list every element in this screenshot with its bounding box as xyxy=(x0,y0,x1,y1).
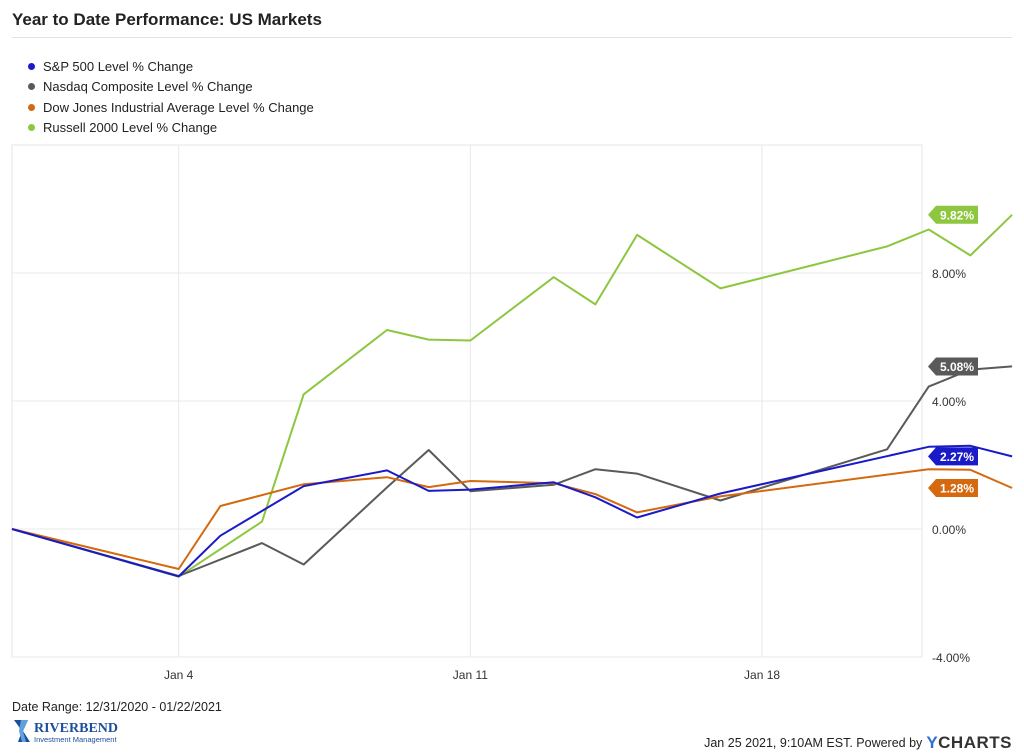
legend-swatch xyxy=(28,83,35,91)
series-line xyxy=(11,365,1013,577)
series-line xyxy=(11,214,1013,578)
logo-main-text: RIVERBEND xyxy=(34,721,118,736)
end-value-label: 1.28% xyxy=(928,479,978,498)
legend-swatch xyxy=(28,124,35,132)
end-value-text: 2.27% xyxy=(940,450,974,464)
y-tick-label: 8.00% xyxy=(932,267,966,281)
legend-item[interactable]: Russell 2000 Level % Change xyxy=(28,118,314,139)
y-tick-label: 0.00% xyxy=(932,523,966,537)
timestamp: Jan 25 2021, 9:10AM EST. Powered by xyxy=(704,736,923,750)
end-value-label: 2.27% xyxy=(928,447,978,466)
legend-label: Russell 2000 Level % Change xyxy=(43,120,218,136)
x-tick-label: Jan 4 xyxy=(164,668,194,682)
end-value-label: 5.08% xyxy=(928,357,978,376)
legend-label: S&P 500 Level % Change xyxy=(43,58,194,74)
riverbend-logo: RIVERBEND Investment Management xyxy=(14,720,118,744)
series-line xyxy=(11,468,1013,570)
x-tick-label: Jan 11 xyxy=(453,668,488,682)
footer-attribution: Jan 25 2021, 9:10AM EST. Powered by YCHA… xyxy=(704,733,1012,753)
end-value-label: 9.82% xyxy=(928,205,978,224)
y-tick-label: -4.00% xyxy=(932,651,970,665)
legend-label: Dow Jones Industrial Average Level % Cha… xyxy=(43,99,314,115)
end-value-text: 5.08% xyxy=(940,360,974,374)
title-divider xyxy=(12,37,1012,38)
chart-plot: 8.00% 4.00% 0.00% -4.00% Jan 4 Jan 11 Jan 18 2.… xyxy=(11,144,1013,682)
logo-sub-text: Investment Management xyxy=(34,735,117,744)
legend-swatch xyxy=(28,103,35,111)
legend: S&P 500 Level % Change Nasdaq Composite L… xyxy=(28,56,314,138)
end-value-text: 1.28% xyxy=(940,482,974,496)
x-tick-label: Jan 18 xyxy=(744,668,780,682)
legend-item[interactable]: Nasdaq Composite Level % Change xyxy=(28,77,314,98)
legend-label: Nasdaq Composite Level % Change xyxy=(43,79,253,95)
legend-swatch xyxy=(28,62,35,70)
series-line xyxy=(11,444,1013,578)
end-value-text: 9.82% xyxy=(940,208,974,222)
ycharts-logo: YCHARTS xyxy=(926,733,1012,752)
y-tick-label: 4.00% xyxy=(932,395,966,409)
chart-title: Year to Date Performance: US Markets xyxy=(12,10,322,29)
legend-item[interactable]: S&P 500 Level % Change xyxy=(28,56,314,77)
date-range: Date Range: 12/31/2020 - 01/22/2021 xyxy=(12,700,222,714)
legend-item[interactable]: Dow Jones Industrial Average Level % Cha… xyxy=(28,97,314,118)
